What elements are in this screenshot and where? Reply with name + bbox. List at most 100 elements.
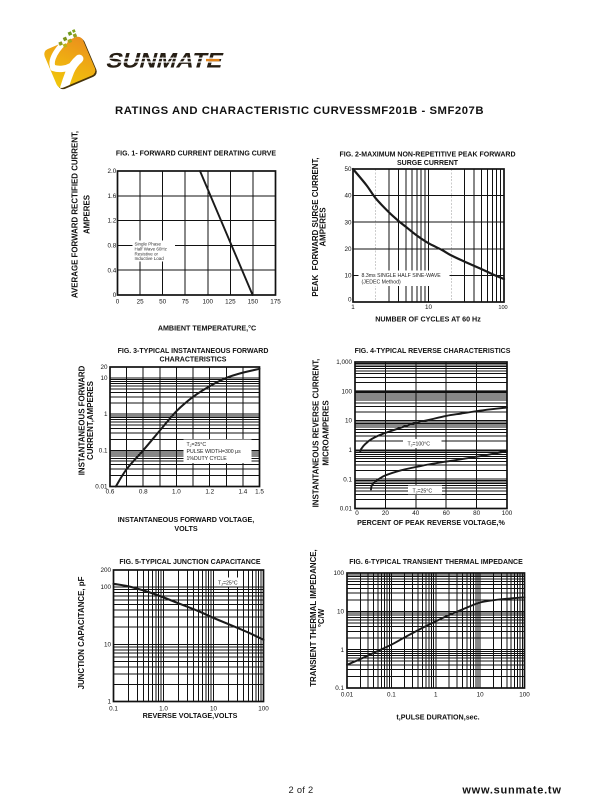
svg-text:0.8: 0.8: [139, 489, 148, 496]
svg-text:10: 10: [344, 273, 352, 280]
svg-text:TRANSIENT THERMAL IMPEDANCE,: TRANSIENT THERMAL IMPEDANCE,: [309, 549, 318, 687]
svg-text:10: 10: [100, 375, 108, 382]
svg-text:1.0: 1.0: [159, 706, 168, 713]
svg-text:VOLTS: VOLTS: [174, 525, 198, 533]
svg-text:1: 1: [351, 304, 355, 311]
svg-text:1.2: 1.2: [108, 218, 117, 225]
svg-text:TJ=25°C: TJ=25°C: [187, 442, 207, 448]
svg-text:20: 20: [100, 364, 108, 371]
svg-text:INSTANTANEOUS FORWARD VOLTAGE,: INSTANTANEOUS FORWARD VOLTAGE,: [118, 516, 255, 524]
svg-text:1: 1: [348, 447, 352, 454]
svg-text:°C/W: °C/W: [317, 608, 326, 627]
svg-text:FIG. 6-TYPICAL TRANSIENT THERM: FIG. 6-TYPICAL TRANSIENT THERMAL IMPEDAN…: [349, 559, 523, 566]
svg-text:(JEDEC Method): (JEDEC Method): [362, 280, 401, 286]
svg-text:1: 1: [434, 692, 438, 699]
svg-text:175: 175: [270, 299, 281, 306]
svg-text:CURRENT,AMPERES: CURRENT,AMPERES: [86, 381, 95, 460]
svg-text:100: 100: [100, 584, 111, 591]
svg-text:0: 0: [348, 296, 352, 303]
svg-text:NUMBER OF CYCLES AT 60 Hz: NUMBER OF CYCLES AT 60 Hz: [375, 316, 481, 324]
svg-text:PERCENT OF PEAK REVERSE VOLTAG: PERCENT OF PEAK REVERSE VOLTAGE,%: [357, 519, 505, 527]
svg-text:1: 1: [107, 699, 111, 706]
svg-text:40: 40: [344, 193, 352, 200]
svg-text:0: 0: [113, 292, 117, 299]
svg-text:1.2: 1.2: [205, 489, 214, 496]
svg-text:0.1: 0.1: [109, 706, 118, 713]
svg-text:10: 10: [477, 692, 485, 699]
svg-text:125: 125: [225, 299, 236, 306]
svg-text:1.6: 1.6: [108, 193, 117, 200]
svg-text:0.01: 0.01: [340, 506, 353, 513]
svg-text:Resistive or: Resistive or: [135, 251, 159, 256]
svg-text:TJ=25°C: TJ=25°C: [413, 489, 433, 495]
svg-text:0.8: 0.8: [108, 243, 117, 250]
svg-text:100: 100: [258, 706, 269, 713]
svg-text:Half Wave 60Hz: Half Wave 60Hz: [135, 247, 168, 252]
svg-text:0.1: 0.1: [99, 447, 108, 454]
svg-text:CHARACTERISTICS: CHARACTERISTICS: [160, 356, 227, 363]
svg-text:100: 100: [203, 299, 214, 306]
svg-text:150: 150: [248, 299, 259, 306]
svg-text:AVERAGE FORWARD RECTIFIED CURR: AVERAGE FORWARD RECTIFIED CURRENT,: [71, 131, 80, 298]
svg-text:10: 10: [345, 418, 353, 425]
svg-text:0.1: 0.1: [335, 685, 344, 692]
svg-text:FIG. 4-TYPICAL REVERSE CHARACT: FIG. 4-TYPICAL REVERSE CHARACTERISTICS: [355, 348, 511, 355]
svg-text:50: 50: [344, 166, 352, 173]
svg-text:100: 100: [333, 570, 344, 577]
svg-text:1: 1: [104, 411, 108, 418]
svg-text:0.1: 0.1: [343, 476, 352, 483]
svg-text:1.4: 1.4: [239, 489, 248, 496]
svg-text:RATINGS AND CHARACTERISTIC CUR: RATINGS AND CHARACTERISTIC CURVESSMF201B…: [115, 105, 484, 117]
svg-text:PULSE WIDTH=300 μs: PULSE WIDTH=300 μs: [187, 449, 242, 455]
svg-text:AMPERES: AMPERES: [319, 207, 328, 246]
svg-text:Inductive Load: Inductive Load: [135, 256, 165, 261]
svg-text:75: 75: [182, 299, 190, 306]
svg-text:100: 100: [498, 305, 507, 311]
svg-text:25: 25: [137, 299, 145, 306]
svg-text:0: 0: [355, 510, 359, 517]
svg-text:100: 100: [502, 510, 513, 517]
svg-text:TJ=25°C: TJ=25°C: [218, 580, 238, 586]
svg-text:10: 10: [425, 304, 433, 311]
svg-text:0.1: 0.1: [387, 692, 396, 699]
svg-text:AMPERES: AMPERES: [83, 195, 92, 234]
svg-text:2 of 2: 2 of 2: [288, 785, 313, 795]
svg-text:20: 20: [382, 510, 390, 517]
svg-text:20: 20: [344, 246, 352, 253]
svg-text:FIG. 2-MAXIMUM NON-REPETITIVE: FIG. 2-MAXIMUM NON-REPETITIVE PEAK FORWA…: [339, 151, 515, 158]
svg-text:0.01: 0.01: [341, 692, 354, 699]
svg-text:JUNCTION CAPACITANCE, pF: JUNCTION CAPACITANCE, pF: [77, 576, 86, 689]
svg-text:INSTANTANEOUS FORWARD: INSTANTANEOUS FORWARD: [78, 365, 87, 475]
svg-text:10: 10: [104, 641, 112, 648]
svg-text:50: 50: [159, 299, 167, 306]
svg-text:0: 0: [116, 299, 120, 306]
svg-text:60: 60: [443, 510, 451, 517]
svg-text:2.0: 2.0: [108, 168, 117, 175]
svg-text:FIG. 5-TYPICAL JUNCTION CAPACI: FIG. 5-TYPICAL JUNCTION CAPACITANCE: [119, 559, 261, 566]
svg-text:30: 30: [344, 219, 352, 226]
svg-text:INSTANTANEOUS REVERSE CURRENT,: INSTANTANEOUS REVERSE CURRENT,: [312, 359, 321, 508]
svg-text:SUNMATE: SUNMATE: [104, 49, 226, 73]
svg-text:FIG. 1- FORWARD CURRENT DERATI: FIG. 1- FORWARD CURRENT DERATING CURVE: [116, 151, 277, 158]
svg-text:PEAK FORWARD SURGE CURRENT,: PEAK FORWARD SURGE CURRENT,: [311, 157, 320, 296]
svg-text:Single Phase: Single Phase: [135, 242, 162, 247]
svg-text:FIG. 3-TYPICAL INSTANTANEOUS F: FIG. 3-TYPICAL INSTANTANEOUS FORWARD: [118, 348, 269, 355]
svg-text:AMBIENT TEMPERATURE,°C: AMBIENT TEMPERATURE,°C: [158, 325, 256, 333]
svg-text:1,000: 1,000: [336, 359, 352, 366]
svg-text:t,PULSE DURATION,sec.: t,PULSE DURATION,sec.: [396, 714, 479, 722]
svg-text:1.5: 1.5: [255, 489, 264, 496]
svg-text:0.4: 0.4: [108, 267, 117, 274]
svg-text:10: 10: [210, 706, 218, 713]
svg-text:40: 40: [412, 510, 420, 517]
svg-text:10: 10: [337, 608, 345, 615]
svg-text:MICROAMPERES: MICROAMPERES: [321, 400, 330, 465]
svg-text:1%DUTY CYCLE: 1%DUTY CYCLE: [187, 456, 228, 462]
svg-text:0.6: 0.6: [106, 489, 115, 496]
svg-text:SURGE CURRENT: SURGE CURRENT: [397, 160, 459, 167]
svg-text:REVERSE VOLTAGE,VOLTS: REVERSE VOLTAGE,VOLTS: [143, 712, 238, 720]
svg-text:0.01: 0.01: [95, 484, 108, 491]
svg-text:200: 200: [100, 567, 111, 574]
svg-text:1.0: 1.0: [172, 489, 181, 496]
svg-text:TJ=100°C: TJ=100°C: [408, 442, 431, 448]
svg-text:80: 80: [473, 510, 481, 517]
